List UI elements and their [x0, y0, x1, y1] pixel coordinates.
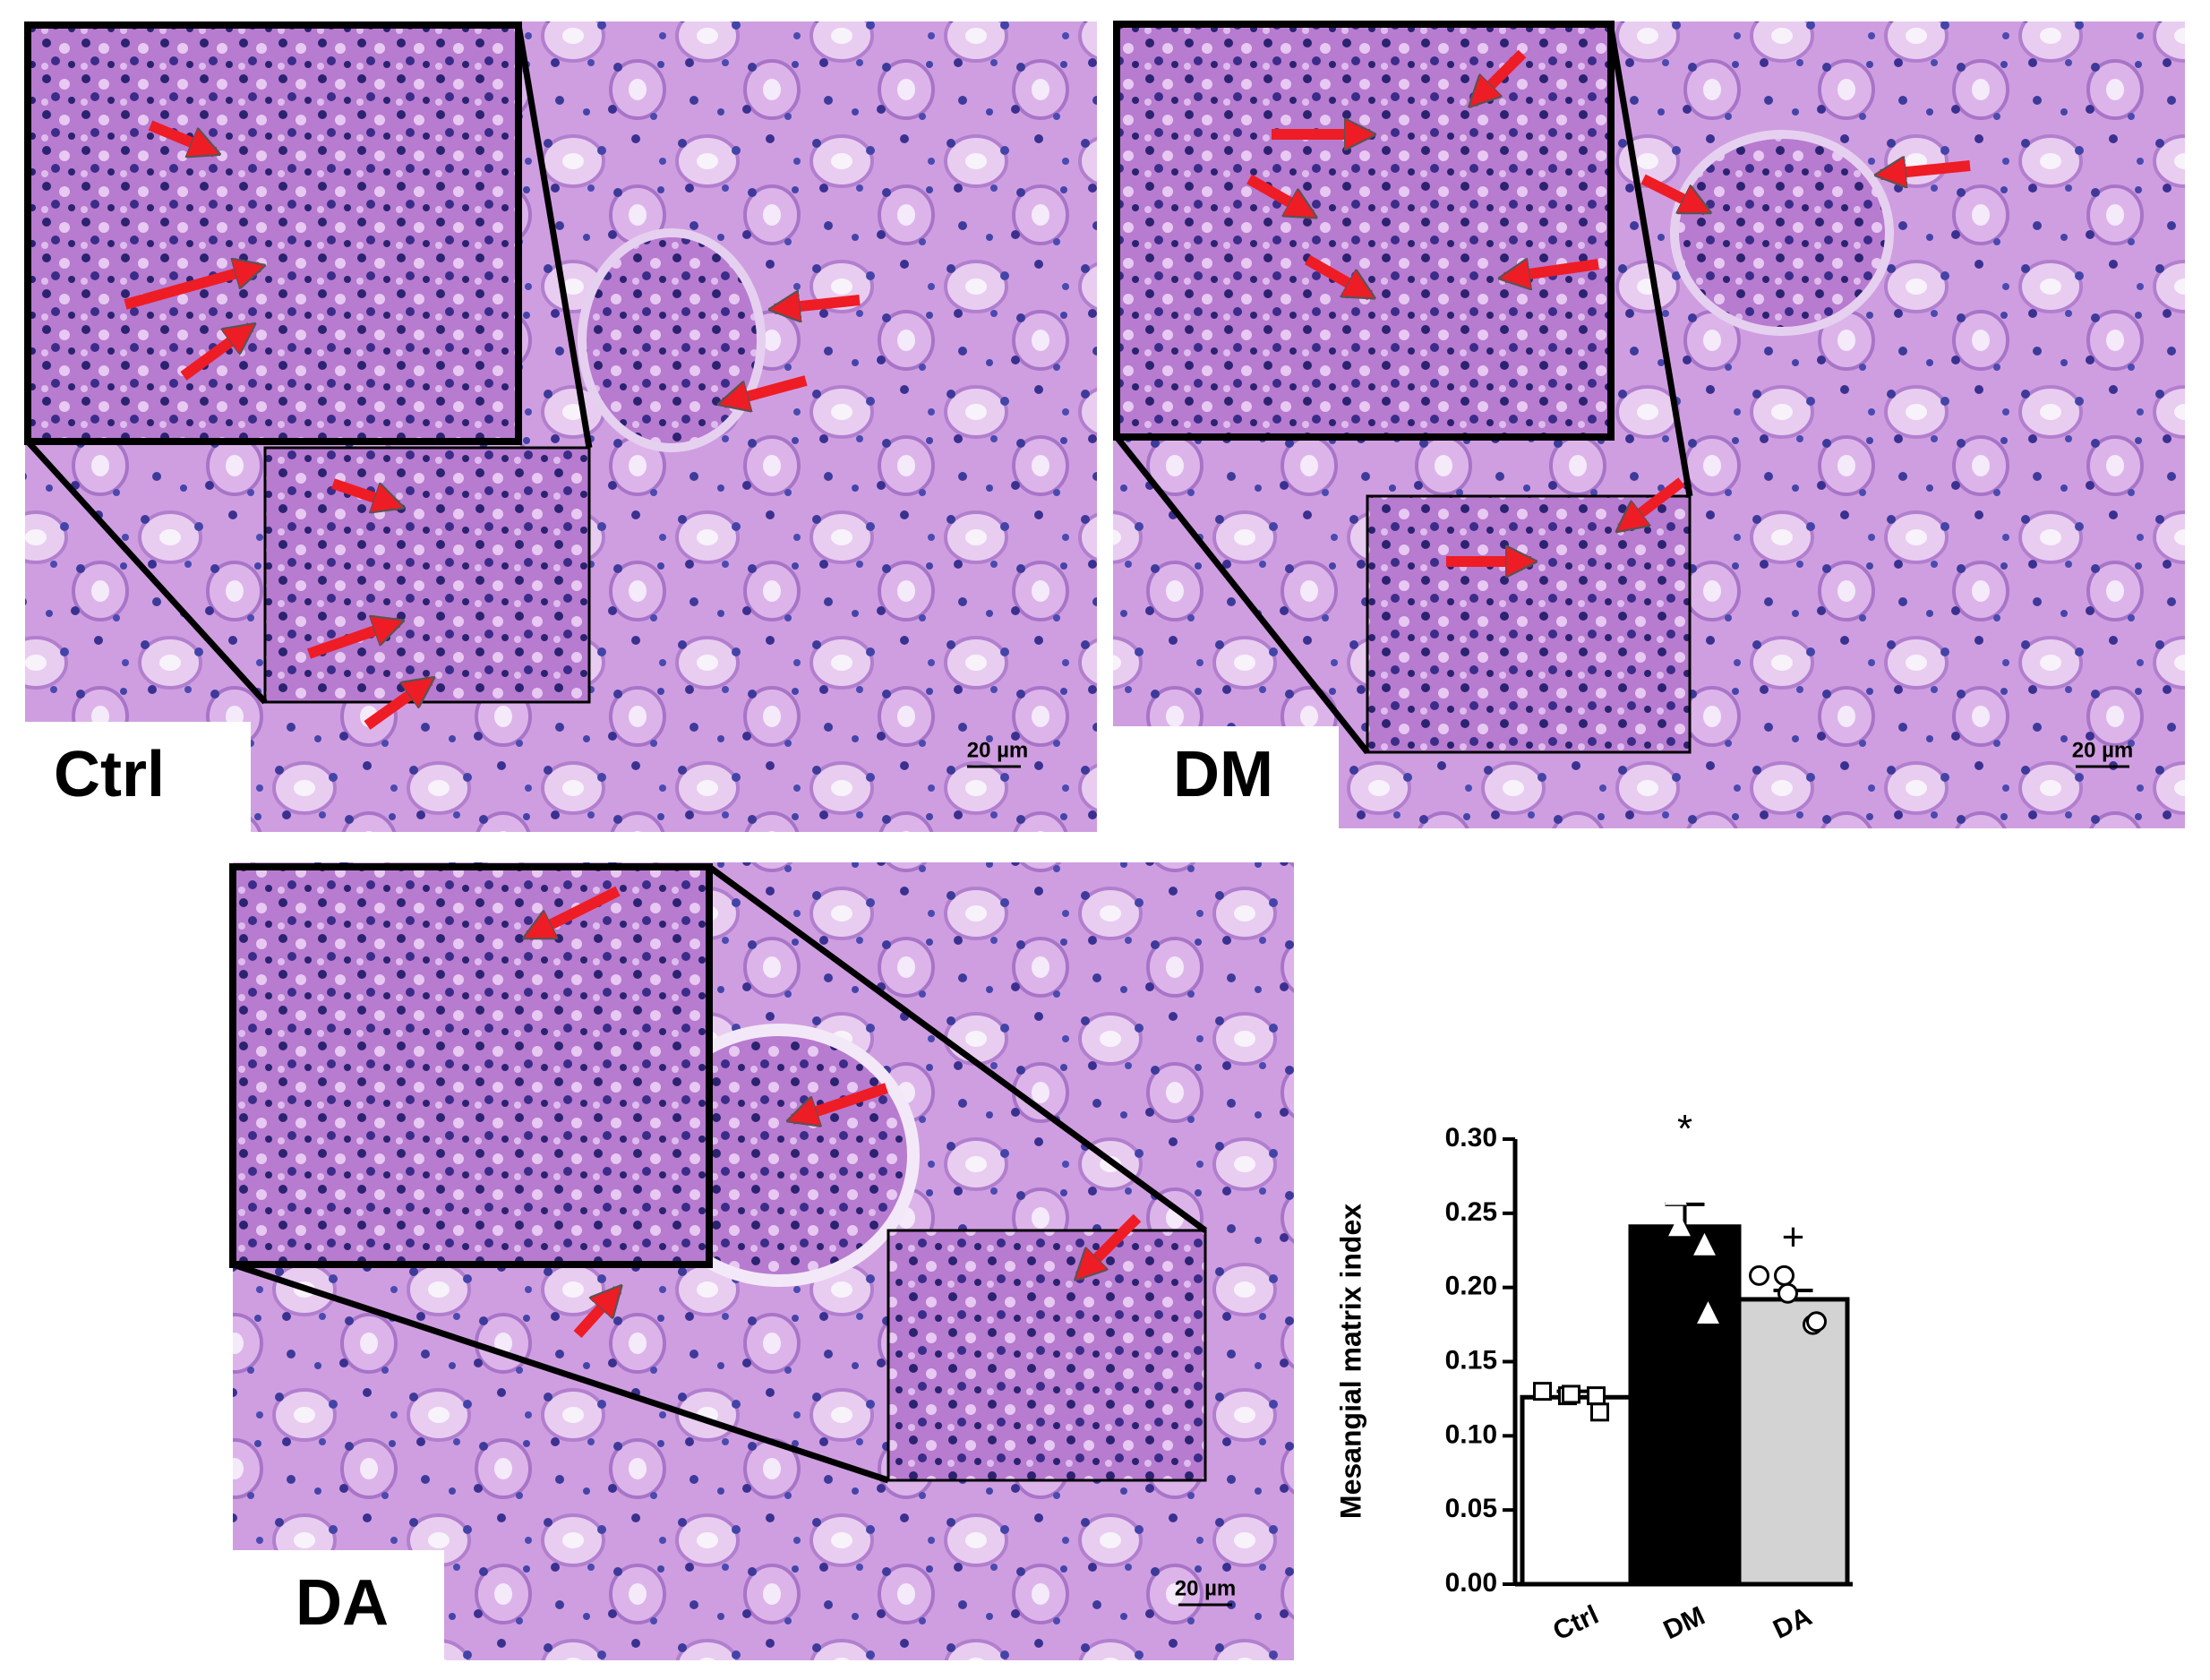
y-tick-label: 0.00	[1445, 1568, 1497, 1598]
annotation: +	[1782, 1215, 1805, 1259]
annotation: *	[1677, 1107, 1692, 1151]
bar	[1520, 1394, 1633, 1587]
data-point	[1533, 1382, 1552, 1401]
panel-label: DM	[1173, 739, 1273, 810]
bar-chart: Mesangial matrix index 0.00 0.05 0.10 0.15 0…	[1334, 1107, 1853, 1646]
y-tick-label: 0.20	[1445, 1272, 1497, 1301]
y-tick-label: 0.05	[1445, 1494, 1497, 1523]
micrograph-da: DA 20 µm	[229, 862, 1294, 1660]
scale-bar: 20 µm	[967, 738, 1029, 762]
y-tick-label: 0.30	[1445, 1123, 1497, 1153]
y-tick-label: 0.25	[1445, 1197, 1497, 1227]
data-point	[1640, 1154, 1662, 1177]
micrograph-ctrl: Ctrl 20 µm	[24, 21, 1097, 832]
data-point	[1590, 1402, 1609, 1422]
data-point	[1665, 1182, 1687, 1205]
panel-label: DA	[296, 1567, 389, 1639]
x-tick-label: Ctrl	[1548, 1600, 1603, 1647]
panel-label: Ctrl	[54, 739, 165, 810]
scale-bar: 20 µm	[1175, 1576, 1237, 1600]
scale-bar: 20 µm	[2072, 738, 2134, 762]
data-point	[1668, 1213, 1691, 1237]
data-point	[1777, 1282, 1798, 1304]
y-axis-label: Mesangial matrix index	[1334, 1204, 1366, 1519]
data-point	[1749, 1264, 1769, 1286]
data-point	[1774, 1264, 1795, 1286]
bar	[1736, 1297, 1850, 1587]
micrograph-dm: DM 20 µm	[1113, 21, 2185, 828]
error-bar	[1665, 1202, 1705, 1227]
y-tick-label: 0.10	[1445, 1419, 1497, 1449]
data-point	[1697, 1301, 1719, 1324]
x-tick-label: DM	[1659, 1601, 1709, 1646]
data-point	[1693, 1232, 1716, 1256]
y-tick-label: 0.15	[1445, 1345, 1497, 1375]
data-point	[1587, 1386, 1606, 1406]
x-tick-label: DA	[1769, 1601, 1816, 1644]
bar	[1628, 1224, 1742, 1587]
data-point	[1562, 1384, 1580, 1404]
data-point	[1806, 1311, 1827, 1333]
